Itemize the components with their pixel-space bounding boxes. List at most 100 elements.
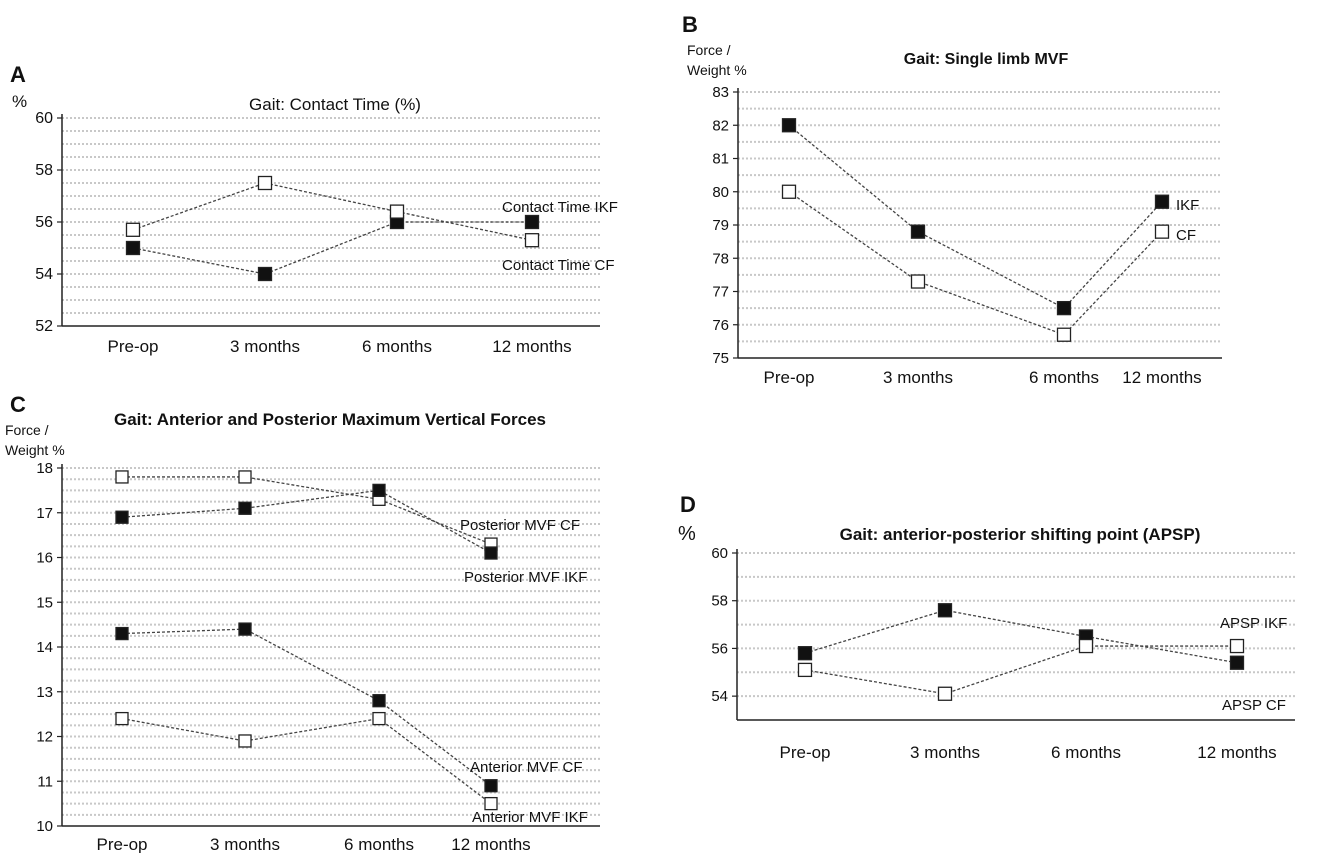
y-tick-label: 56: [35, 214, 53, 231]
series-line: [121, 628, 492, 787]
data-point: [389, 204, 405, 219]
series-line: [132, 221, 532, 275]
data-point: [1154, 194, 1170, 209]
y-tick-label: 11: [37, 773, 53, 790]
series-line: [121, 489, 492, 554]
panel-b: B Force / Weight % Gait: Single limb MVF…: [0, 0, 1322, 400]
data-point: [115, 626, 129, 641]
y-tick-label: 54: [35, 266, 53, 283]
data-point: [797, 646, 813, 661]
chart-title: Gait: Contact Time (%): [249, 95, 421, 114]
data-point: [910, 224, 926, 239]
data-point: [1154, 224, 1170, 239]
y-tick-label: 76: [712, 317, 729, 334]
x-tick-label: Pre-op: [763, 368, 814, 387]
y-tick-label: 77: [712, 284, 729, 301]
data-point: [910, 274, 926, 289]
series-line: [132, 182, 533, 241]
data-point: [115, 711, 129, 726]
y-tick-label: 78: [712, 250, 729, 267]
chart-title: Gait: Anterior and Posterior Maximum Ver…: [114, 410, 546, 429]
y-tick-label: 54: [711, 688, 728, 705]
series-label: APSP IKF: [1220, 615, 1287, 632]
data-point: [484, 796, 498, 811]
chart-b: Gait: Single limb MVF 75 76 77 78 79 80 81 82 83 P…: [712, 51, 1222, 387]
data-point: [484, 546, 498, 560]
data-point: [238, 622, 252, 636]
y-tick-label: 58: [35, 162, 53, 179]
data-point: [115, 470, 129, 484]
y-axis-label: Force / Weight %: [687, 42, 747, 78]
data-point: [1229, 638, 1245, 654]
data-point: [937, 686, 953, 701]
y-tick-label: 52: [35, 318, 53, 335]
data-point: [257, 266, 273, 282]
data-point: [937, 603, 953, 618]
y-tick-label: 12: [36, 729, 53, 746]
y-axis-label: %: [12, 92, 28, 111]
y-tick-label: 16: [36, 550, 53, 567]
chart-title: Gait: Single limb MVF: [904, 51, 1069, 68]
data-point: [797, 662, 813, 678]
data-point: [781, 184, 797, 199]
series-label: IKF: [1176, 197, 1199, 214]
y-tick-label: 79: [712, 217, 729, 234]
y-tick-label: 60: [711, 545, 728, 562]
y-tick-label: 10: [36, 818, 53, 835]
series-label: CF: [1176, 227, 1196, 244]
series-label: Anterior MVF CF: [470, 759, 583, 776]
data-point: [372, 694, 386, 708]
y-axis-label: %: [678, 523, 696, 545]
series-line: [804, 609, 1238, 664]
y-tick-label: 56: [711, 640, 728, 657]
data-point: [257, 175, 273, 191]
series-label: Posterior MVF IKF: [464, 569, 587, 586]
x-tick-label: 3 months: [210, 835, 280, 853]
data-point: [115, 510, 129, 524]
y-axis-label: Force / Weight %: [5, 422, 65, 458]
x-tick-label: 6 months: [1051, 743, 1121, 762]
x-tick-label: 3 months: [910, 743, 980, 762]
data-point: [1078, 638, 1094, 654]
data-point: [372, 483, 386, 498]
y-tick-label: 13: [36, 684, 53, 701]
panel-c: C Force / Weight % Gait: Anterior and Po…: [0, 0, 660, 853]
series-label: Contact Time CF: [502, 257, 615, 274]
x-tick-label: 12 months: [1122, 368, 1201, 387]
series-line: [804, 645, 1237, 695]
data-point: [238, 470, 252, 484]
panel-a: A % Gait: Contact Time (%) 52 54 56 58 60 Pre-…: [0, 0, 660, 380]
x-tick-label: Pre-op: [96, 835, 147, 853]
data-point: [524, 233, 540, 248]
x-tick-label: 6 months: [1029, 368, 1099, 387]
x-tick-label: Pre-op: [107, 337, 158, 356]
y-tick-label: 18: [36, 460, 53, 477]
y-tick-label: 14: [36, 639, 53, 656]
data-point: [524, 214, 540, 230]
panel-letter-a: A: [10, 62, 26, 87]
panel-letter-c: C: [10, 392, 26, 417]
series-line: [122, 476, 492, 545]
data-point: [1229, 655, 1245, 670]
series-line: [121, 717, 492, 805]
y-tick-label: 17: [36, 505, 53, 522]
data-point: [372, 711, 386, 726]
y-tick-label: 81: [712, 151, 729, 168]
chart-c: Gait: Anterior and Posterior Maximum Ver…: [36, 410, 600, 853]
y-tick-label: 15: [36, 594, 53, 611]
y-tick-label: 80: [712, 184, 729, 201]
panel-letter-d: D: [680, 492, 696, 517]
chart-a: Gait: Contact Time (%) 52 54 56 58 60 Pre-op 3 …: [35, 95, 618, 356]
y-tick-label: 75: [712, 350, 729, 367]
series-label: Contact Time IKF: [502, 199, 618, 216]
data-point: [125, 240, 141, 256]
x-tick-label: Pre-op: [779, 743, 830, 762]
series-label: Anterior MVF IKF: [472, 809, 588, 826]
y-tick-label: 58: [711, 593, 728, 610]
y-tick-label: 83: [712, 84, 729, 101]
chart-title: Gait: anterior-posterior shifting point …: [840, 525, 1201, 544]
x-tick-label: 6 months: [344, 835, 414, 853]
data-point: [238, 734, 252, 748]
